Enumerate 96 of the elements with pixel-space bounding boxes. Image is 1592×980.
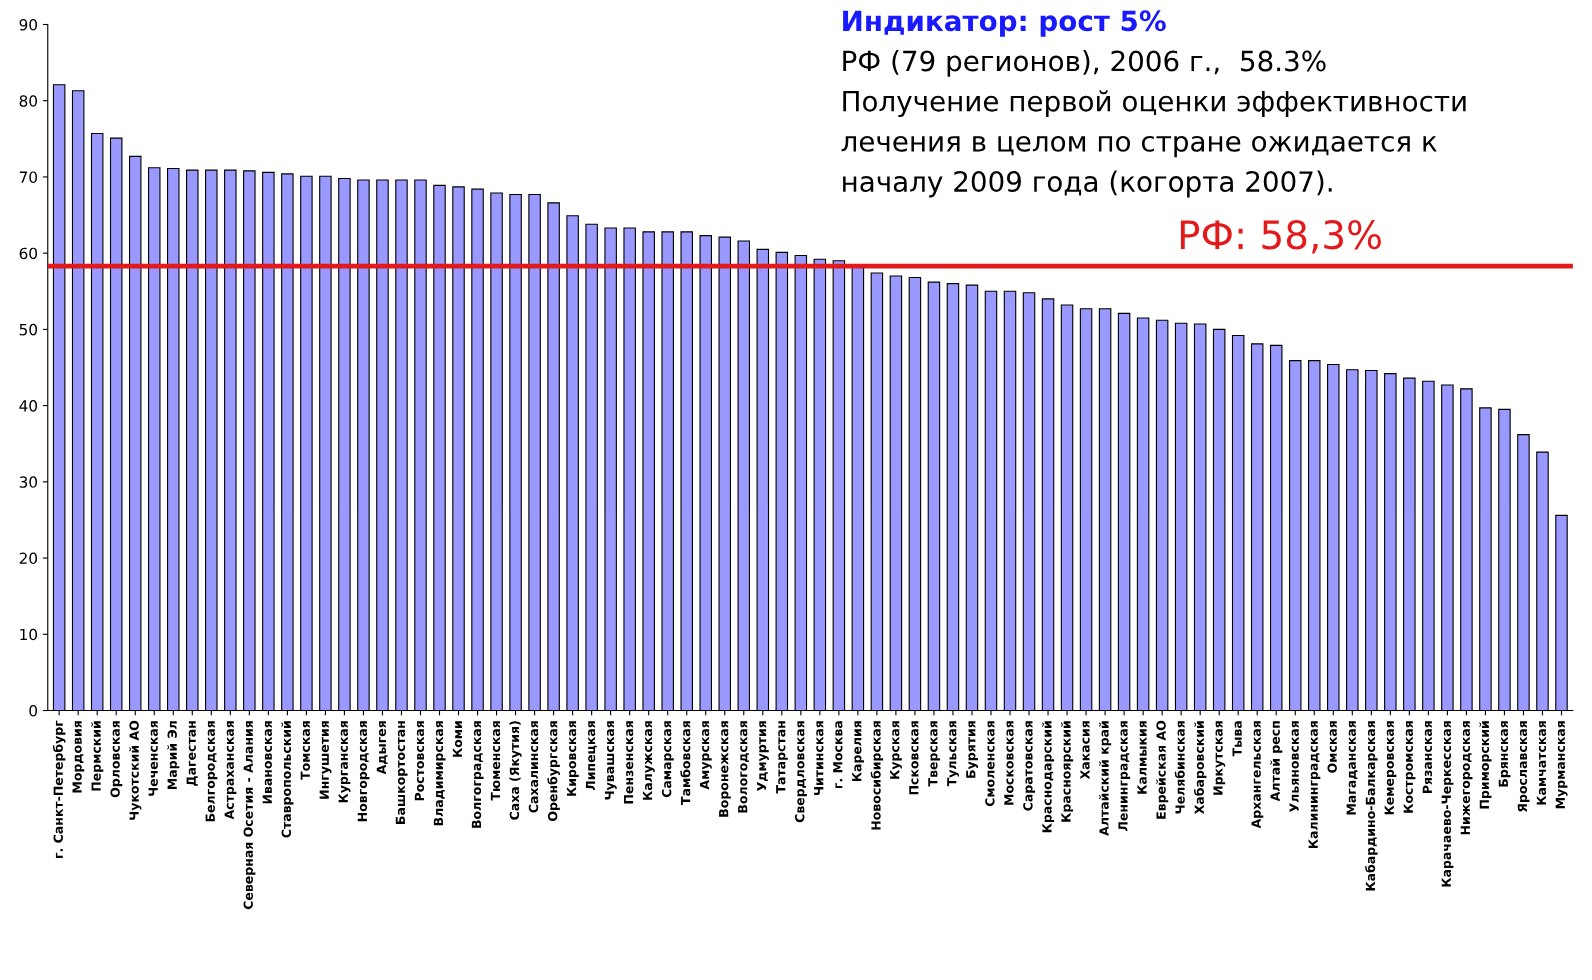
x-tick-label: Томская — [300, 721, 311, 780]
x-tick-label: Бурятия — [966, 721, 979, 778]
x-tick-label: Курганская — [338, 721, 351, 803]
x-tick-label: Кировская — [566, 721, 579, 796]
x-tick-label: Самарская — [661, 721, 674, 798]
x-tick-label: Алтайский край — [1099, 721, 1112, 836]
x-tick-label: Калмыкия — [1137, 721, 1147, 794]
x-tick-label: Тюменская — [490, 721, 501, 801]
x-tick-label: Тамбовская — [680, 721, 691, 805]
x-tick-label: Чувашская — [604, 721, 617, 800]
x-tick-label: Ростовская — [414, 721, 425, 801]
x-tick-label: Чукотский АО — [129, 720, 142, 820]
y-tick-label: 60 — [19, 247, 38, 260]
x-tick-label: Мурманская — [1555, 721, 1568, 809]
x-tick-label: Ингушетия — [319, 721, 332, 799]
x-tick-label: Камчатская — [1536, 721, 1547, 805]
x-tick-label: г. Москва — [833, 721, 843, 789]
x-tick-label: Мордовия — [72, 721, 85, 793]
x-tick-label: Костромская — [1403, 721, 1416, 813]
x-tick-label: Иркутская — [1213, 721, 1226, 795]
x-tick-label: Липецкая — [585, 721, 597, 791]
x-tick-label: Северная Осетия - Алания — [243, 721, 256, 910]
ref-line-label: РФ: 58,3% — [1180, 220, 1381, 254]
x-tick-label: Башкортостан — [395, 721, 408, 824]
x-tick-label: Калининградская — [1308, 721, 1321, 849]
annotation: Индикатор: рост 5% — [843, 10, 1166, 37]
x-tick-label: Тыва — [1232, 721, 1242, 757]
x-tick-label: Тульская — [947, 721, 959, 787]
x-tick-label: Белгородская — [205, 721, 218, 822]
x-tick-label: Пермский — [91, 721, 104, 791]
x-tick-label: Читинская — [814, 721, 824, 796]
x-tick-label: Владимирская — [433, 721, 446, 826]
x-tick-label: Татарстан — [776, 721, 788, 794]
x-tick-label: Пензенская — [624, 721, 634, 804]
x-tick-label: Удмуртия — [757, 721, 769, 791]
x-tick-label: Архангельская — [1251, 721, 1264, 829]
x-tick-label: Коми — [452, 721, 463, 757]
x-tick-label: Амурская — [699, 721, 712, 790]
x-tick-label: Ивановская — [262, 721, 272, 804]
x-tick-label: Хакасия — [1080, 721, 1090, 780]
x-tick-label: Ленинградская — [1118, 721, 1131, 831]
x-tick-label: Псковская — [909, 721, 919, 795]
y-tick-label: 90 — [19, 18, 38, 31]
x-tick-label: Оренбургская — [547, 721, 560, 821]
x-tick-label: Смоленская — [985, 721, 995, 807]
x-tick-label: Московская — [1004, 721, 1014, 805]
x-tick-label: Сахалинская — [528, 721, 539, 813]
x-tick-label: Брянская — [1498, 721, 1511, 787]
x-tick-label: Краснодарский — [1041, 721, 1055, 833]
x-tick-label: Новосибирская — [870, 721, 884, 830]
x-tick-label: Саха (Якутия) — [509, 721, 522, 820]
x-tick-label: Марий Эл — [167, 721, 180, 790]
x-tick-label: Ярославская — [1517, 721, 1530, 812]
x-tick-label: Красноярский — [1060, 721, 1074, 822]
x-tick-label: Ульяновская — [1289, 721, 1299, 813]
x-tick-label: Свердловская — [794, 721, 807, 823]
x-tick-label: Орловская — [110, 721, 123, 798]
x-tick-label: Волгоградская — [471, 721, 484, 828]
x-tick-label: Карелия — [852, 721, 864, 782]
x-tick-label: Кабардино-Балкарская — [1365, 721, 1378, 891]
y-tick-label: 40 — [19, 400, 38, 412]
y-tick-label: 30 — [19, 476, 38, 488]
x-tick-label: Дагестан — [186, 721, 198, 786]
x-tick-label: Омская — [1327, 721, 1337, 773]
x-tick-label: Тверская — [928, 721, 940, 787]
y-tick-label: 10 — [20, 628, 38, 641]
x-tick-label: Кемеровская — [1384, 721, 1397, 815]
x-tick-label: Воронежская — [719, 721, 731, 817]
annotation: Получение первой оценки эффективности — [843, 90, 1466, 118]
y-tick-label: 0 — [29, 704, 38, 717]
annotation: лечения в целом по стране ожидается к — [841, 135, 1437, 158]
x-tick-label: Курская — [890, 721, 902, 779]
x-tick-label: Алтай респ — [1270, 721, 1283, 802]
y-tick-label: 70 — [19, 171, 38, 183]
x-tick-label: Приморский — [1479, 721, 1492, 809]
x-tick-label: Челябинская — [1174, 721, 1185, 814]
x-tick-label: Рязанская — [1422, 721, 1432, 793]
x-tick-label: Новгородская — [357, 721, 370, 822]
x-tick-label: Карачаево-Черкесская — [1441, 721, 1454, 887]
x-tick-label: Нижегородская — [1460, 721, 1473, 835]
x-tick-label: Еврейская АО — [1156, 720, 1169, 819]
x-tick-label: Вологодская — [738, 721, 749, 813]
annotation: РФ (79 регионов), 2006 г., 58.3% — [843, 50, 1326, 77]
x-tick-label: Саратовская — [1023, 721, 1036, 811]
x-tick-label: Астраханская — [224, 721, 237, 820]
x-tick-label: г. Санкт-Петербург — [52, 720, 66, 858]
x-tick-label: Чеченская — [148, 721, 158, 796]
x-tick-label: Ставропольский — [281, 721, 294, 838]
y-tick-label: 50 — [19, 323, 38, 336]
x-tick-label: Хабаровский — [1193, 721, 1207, 815]
y-tick-label: 80 — [19, 95, 38, 107]
annotation: началу 2009 года (когорта 2007). — [843, 170, 1332, 198]
x-tick-label: Калужская — [642, 721, 655, 800]
x-tick-label: Магаданская — [1346, 721, 1358, 815]
y-tick-label: 20 — [19, 552, 38, 565]
x-tick-label: Адыгея — [376, 721, 388, 775]
